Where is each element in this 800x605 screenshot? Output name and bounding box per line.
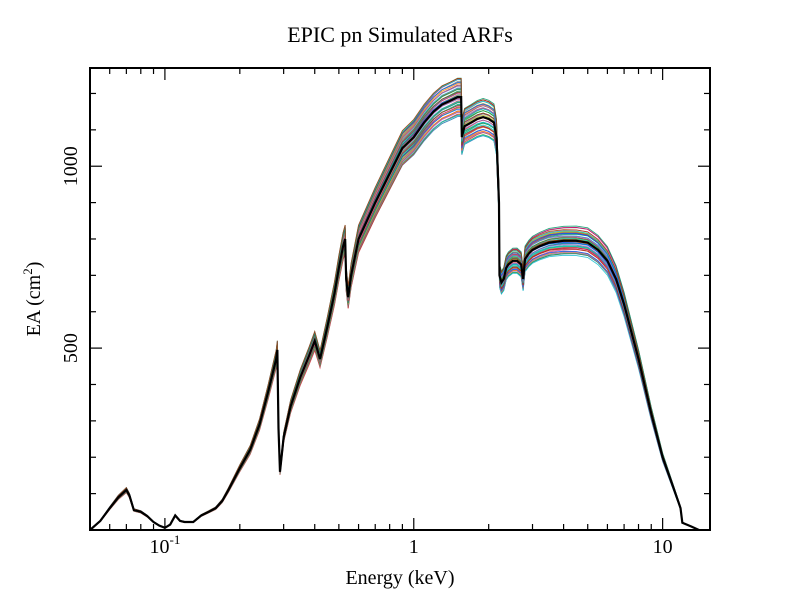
y-tick-label: 500 <box>60 333 82 363</box>
y-axis-label-sup: 2 <box>20 268 35 275</box>
ensemble-series-group <box>89 77 700 531</box>
chart-title: EPIC pn Simulated ARFs <box>287 22 513 47</box>
y-tick-label: 1000 <box>60 146 82 186</box>
x-tick-label-base: 1 <box>409 536 419 558</box>
x-tick-label-base: 10 <box>149 536 169 558</box>
x-tick-label: 10-1 <box>149 532 180 558</box>
x-tick-label-sup: -1 <box>169 532 180 547</box>
ensemble-line-45 <box>89 78 700 531</box>
x-tick-label: 1 <box>409 536 419 558</box>
x-axis-label: Energy (keV) <box>345 567 454 589</box>
mean-series-group <box>89 95 700 532</box>
ensemble-line-43 <box>89 77 700 531</box>
plot-frame <box>89 67 711 531</box>
mean-series-line <box>89 95 700 532</box>
y-axis-label: EA (cm2) <box>20 262 45 337</box>
x-tick-label: 10 <box>653 536 673 558</box>
y-axis-label-close: ) <box>23 262 45 269</box>
x-tick-label-base: 10 <box>653 536 673 558</box>
y-axis-label-main: EA (cm <box>23 274 45 336</box>
